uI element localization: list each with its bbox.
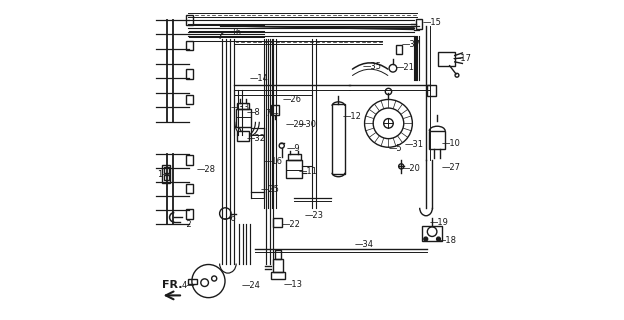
Text: —9: —9 (286, 144, 300, 153)
Bar (186, 69, 193, 79)
Text: —17: —17 (452, 54, 471, 63)
Bar (237, 131, 248, 141)
Text: —10: —10 (442, 139, 461, 148)
Bar (186, 41, 193, 50)
Text: —25: —25 (260, 185, 280, 194)
Text: —34: —34 (355, 240, 374, 249)
Bar (186, 209, 193, 219)
Text: —20: —20 (402, 164, 421, 173)
Bar (438, 52, 455, 66)
Bar (416, 19, 422, 29)
Text: —2: —2 (178, 220, 192, 229)
Circle shape (384, 119, 393, 128)
Text: 7—: 7— (266, 109, 280, 118)
Bar (162, 165, 170, 183)
Bar (332, 104, 345, 174)
Bar (271, 105, 278, 115)
Text: —27: —27 (442, 163, 461, 172)
Text: FR.: FR. (162, 280, 183, 290)
Text: 1—: 1— (157, 170, 170, 179)
Text: —30: —30 (298, 120, 316, 129)
Text: —37: —37 (402, 40, 421, 49)
Bar (188, 278, 197, 284)
Text: —26: —26 (283, 95, 301, 104)
Bar (288, 154, 301, 160)
Text: —6: —6 (222, 214, 236, 223)
Bar (163, 167, 168, 173)
Bar (429, 131, 445, 149)
Bar (271, 272, 285, 279)
Text: 4—: 4— (182, 281, 196, 290)
Text: —24: —24 (242, 281, 261, 290)
Text: —13: —13 (284, 280, 303, 289)
Text: —21: —21 (396, 63, 414, 72)
Text: —29: —29 (286, 120, 305, 129)
Bar (186, 184, 193, 194)
Bar (273, 259, 283, 272)
Bar (427, 85, 436, 96)
Text: —15: —15 (423, 19, 442, 28)
Text: —11: —11 (299, 167, 318, 176)
Text: —23: —23 (305, 211, 324, 220)
Bar (235, 109, 251, 126)
Bar (286, 160, 303, 179)
Text: —12: —12 (343, 113, 361, 122)
Text: —19: —19 (429, 218, 448, 227)
Text: —28: —28 (197, 165, 216, 174)
Bar (273, 218, 283, 227)
Text: —8: —8 (247, 108, 261, 117)
Text: —33: —33 (231, 103, 250, 112)
Bar (186, 155, 193, 165)
Bar (396, 45, 401, 53)
Bar (186, 15, 193, 25)
Text: —32: —32 (247, 134, 266, 143)
Circle shape (424, 237, 427, 241)
Text: —5: —5 (389, 144, 402, 153)
Text: —35: —35 (363, 62, 382, 71)
Text: —14: —14 (250, 74, 269, 83)
Bar (275, 250, 281, 259)
Bar (238, 103, 249, 109)
Circle shape (437, 237, 441, 241)
Text: —36: —36 (223, 28, 242, 37)
Text: —31: —31 (405, 140, 424, 149)
Text: —22: —22 (281, 220, 300, 229)
Bar (163, 175, 168, 180)
Bar (186, 95, 193, 104)
Bar (422, 226, 442, 241)
Text: —16: —16 (263, 157, 283, 166)
Text: —18: —18 (438, 236, 457, 245)
